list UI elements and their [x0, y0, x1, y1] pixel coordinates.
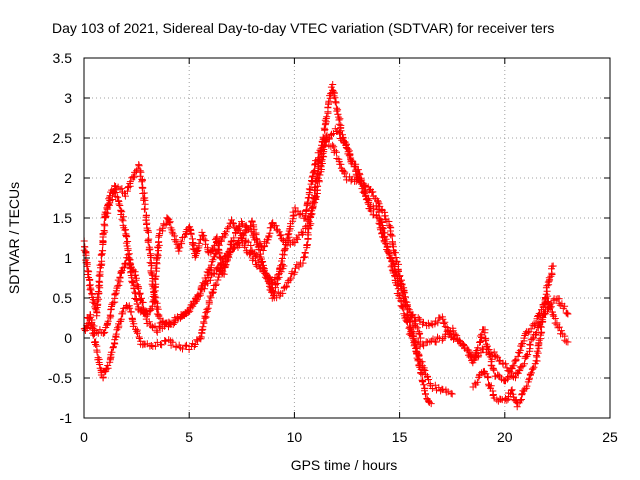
- chart-title: Day 103 of 2021, Sidereal Day-to-day VTE…: [52, 20, 554, 36]
- series-points: [469, 262, 557, 411]
- y-tick-label: 1: [64, 250, 72, 266]
- axes: 0 5 10 15 20 25 -1 -0.5 0 0.5 1 1.5 2 2.5 3 3.5: [48, 50, 618, 445]
- y-tick-label: -0.5: [48, 370, 72, 386]
- x-tick-label: 25: [602, 429, 618, 445]
- series-track-g: [469, 262, 557, 411]
- y-tick-label: 0.5: [53, 290, 73, 306]
- y-tick-label: 1.5: [53, 210, 73, 226]
- x-tick-label: 10: [287, 429, 303, 445]
- y-axis-title: SDTVAR / TECUs: [6, 182, 22, 294]
- plot-points: [80, 81, 572, 411]
- y-tick-label: 2: [64, 170, 72, 186]
- y-tick-label: -1: [60, 410, 73, 426]
- plot-frame: [83, 57, 611, 419]
- series-points: [406, 292, 572, 385]
- x-tick-label: 5: [185, 429, 193, 445]
- series-track-f: [406, 292, 572, 385]
- grid-lines: [84, 58, 610, 418]
- x-axis-title: GPS time / hours: [291, 457, 398, 473]
- y-tick-label: 0: [64, 330, 72, 346]
- x-tick-label: 15: [392, 429, 408, 445]
- x-tick-label: 20: [497, 429, 513, 445]
- y-tick-label: 3.5: [53, 50, 73, 66]
- y-tick-label: 2.5: [53, 130, 73, 146]
- x-tick-label: 0: [80, 429, 88, 445]
- y-tick-label: 3: [64, 90, 72, 106]
